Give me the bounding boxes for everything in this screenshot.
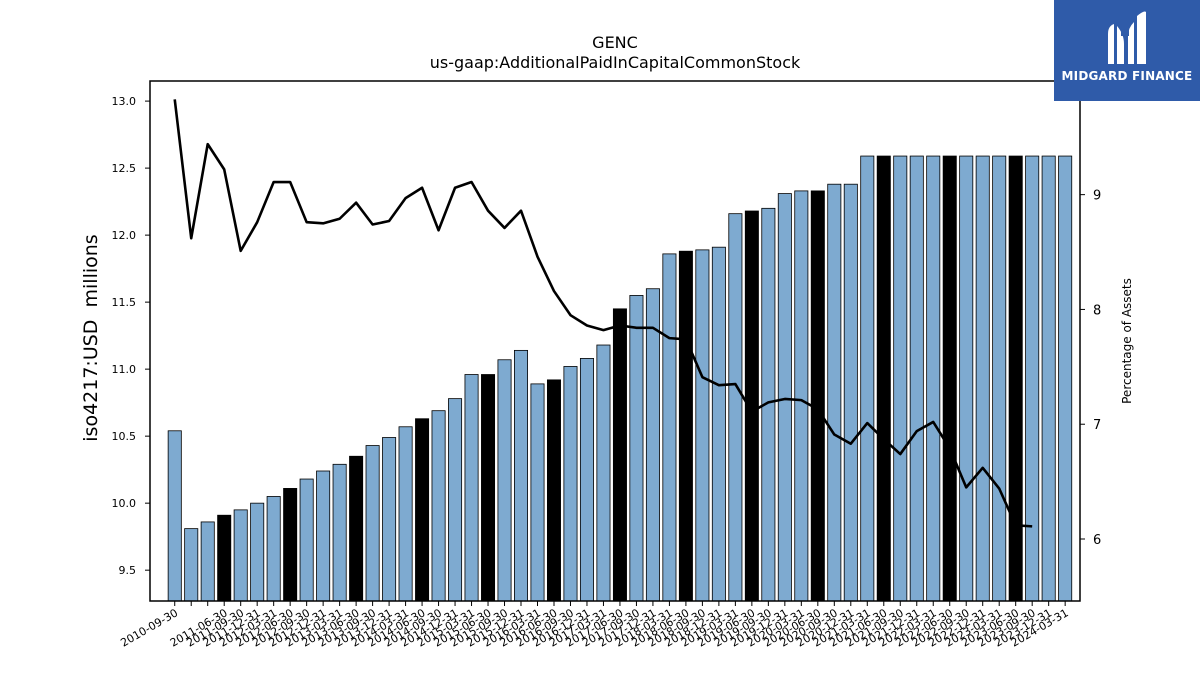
- y2-tick-label: 6: [1093, 533, 1101, 548]
- bar: [711, 246, 726, 602]
- brand-logo: MIDGARD FINANCE: [1054, 0, 1200, 101]
- bar: [975, 155, 990, 602]
- bar: [959, 155, 974, 602]
- y2-axis-label: Percentage of Assets: [1120, 278, 1134, 404]
- bar: [992, 155, 1007, 602]
- bar: [662, 253, 677, 602]
- bar: [365, 445, 380, 602]
- bar: [612, 308, 627, 602]
- bar: [876, 155, 891, 602]
- bar: [250, 502, 265, 602]
- bar: [497, 359, 512, 602]
- bar: [382, 437, 397, 602]
- bar: [316, 470, 331, 602]
- bar: [266, 496, 281, 602]
- bar: [233, 509, 248, 602]
- bar: [283, 488, 298, 602]
- bar: [926, 155, 941, 602]
- bar: [596, 344, 611, 602]
- chart-title: GENC: [592, 33, 638, 52]
- y-tick-label: 12.5: [112, 162, 137, 175]
- bar: [1058, 155, 1073, 602]
- bar: [728, 213, 743, 602]
- logo-mark-icon: [1108, 11, 1146, 64]
- y-tick-label: 13.0: [112, 95, 137, 108]
- y-tick-label: 9.5: [119, 564, 137, 577]
- y-tick-label: 12.0: [112, 229, 137, 242]
- line-layer: [173, 99, 1033, 528]
- bar: [810, 190, 825, 602]
- bar: [794, 190, 809, 602]
- plot-frame: [149, 80, 1081, 602]
- bar: [695, 249, 710, 602]
- bar: [200, 521, 215, 602]
- y2-tick-label: 9: [1093, 189, 1101, 204]
- bar: [860, 155, 875, 602]
- bar: [942, 155, 957, 602]
- y-tick-label: 11.5: [112, 296, 137, 309]
- series-line: [173, 99, 1033, 528]
- bar: [448, 398, 463, 602]
- bar: [1025, 155, 1040, 602]
- y2-tick-label: 8: [1093, 303, 1101, 318]
- bar: [398, 426, 413, 602]
- y-tick-label: 10.0: [112, 497, 137, 510]
- bar: [530, 383, 545, 602]
- y-tick-label: 10.5: [112, 430, 137, 443]
- y-tick-label: 11.0: [112, 363, 137, 376]
- y2-tick-label: 7: [1093, 418, 1101, 433]
- bar: [464, 374, 479, 602]
- bar: [481, 374, 496, 602]
- bar: [629, 295, 644, 602]
- bar: [332, 463, 347, 602]
- bar: [1041, 155, 1056, 602]
- bar: [1008, 155, 1023, 602]
- bar: [546, 379, 561, 602]
- bar: [893, 155, 908, 602]
- bar: [843, 183, 858, 602]
- bar: [514, 349, 528, 602]
- bar: [217, 514, 232, 602]
- y-axis-label: iso4217:USD millions: [80, 234, 102, 441]
- bar: [909, 155, 924, 602]
- bar: [184, 528, 199, 602]
- logo-text: MIDGARD FINANCE: [1061, 69, 1193, 83]
- bar: [349, 455, 364, 602]
- bar: [167, 430, 182, 602]
- bar: [579, 358, 594, 602]
- bars-layer: [167, 155, 1073, 602]
- bar: [678, 250, 693, 602]
- bar: [645, 288, 660, 602]
- chart-subtitle: us-gaap:AdditionalPaidInCapitalCommonSto…: [430, 53, 801, 72]
- bar: [299, 478, 314, 602]
- bar: [415, 418, 430, 602]
- bar: [563, 366, 578, 602]
- bar: [777, 193, 792, 602]
- bar: [827, 183, 842, 602]
- bar: [431, 410, 446, 602]
